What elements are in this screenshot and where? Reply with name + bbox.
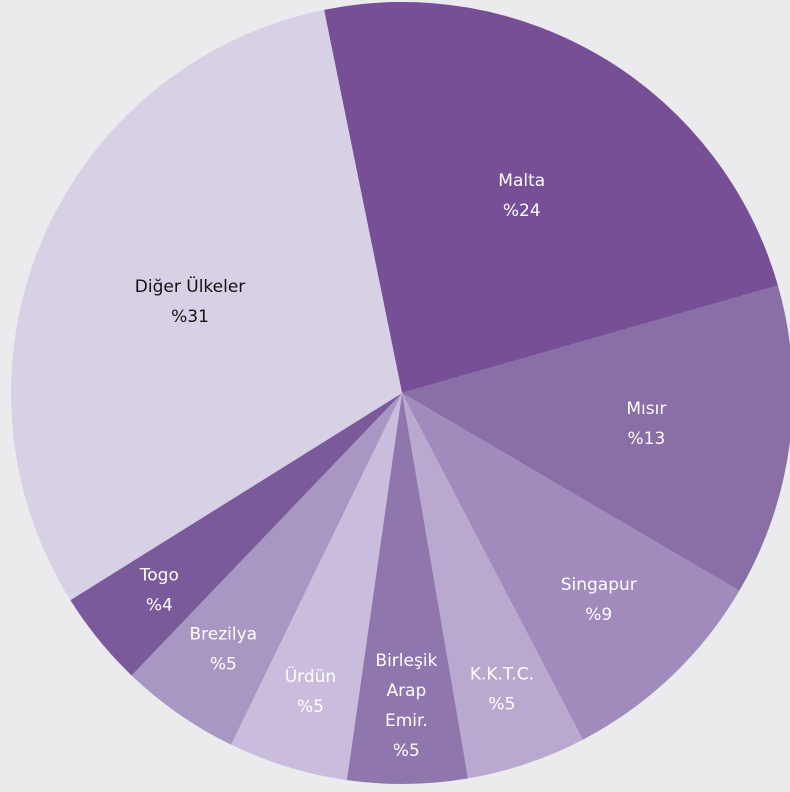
slice-value: %5 — [488, 694, 515, 714]
slice-value: %24 — [503, 201, 541, 221]
pie-slice — [70, 393, 402, 676]
pie-slice — [346, 393, 468, 784]
slice-label: Birleşik Arap Emir. — [375, 651, 437, 731]
slice-label: Ürdün — [285, 665, 336, 687]
pie-slice — [402, 285, 790, 591]
slice-value: %4 — [146, 595, 173, 615]
slice-label-line: Birleşik — [375, 651, 437, 671]
pie-slice — [231, 393, 402, 781]
slice-label: K.K.T.C. — [470, 664, 534, 684]
slice-label-line: Emir. — [385, 711, 428, 731]
slice-label: Malta — [498, 171, 545, 191]
slice-value: %5 — [210, 655, 237, 675]
slice-label: Brezilya — [190, 625, 258, 645]
slice-label: Mısır — [626, 399, 666, 419]
slice-label: Diğer Ülkeler — [135, 275, 246, 297]
pie-slice — [402, 393, 583, 779]
pie-slice — [324, 2, 778, 394]
slice-label: Togo — [139, 565, 179, 585]
slice-value: %13 — [627, 429, 665, 449]
slice-value: %5 — [393, 741, 420, 761]
slice-value: %5 — [297, 697, 324, 717]
slice-value: %9 — [585, 605, 612, 625]
pie-slice — [131, 393, 402, 745]
slice-value: %31 — [171, 307, 209, 327]
pie-slice — [402, 393, 740, 740]
pie-slice — [10, 9, 402, 601]
slice-label-line: Arap — [386, 681, 426, 701]
slice-label: Singapur — [561, 575, 637, 595]
